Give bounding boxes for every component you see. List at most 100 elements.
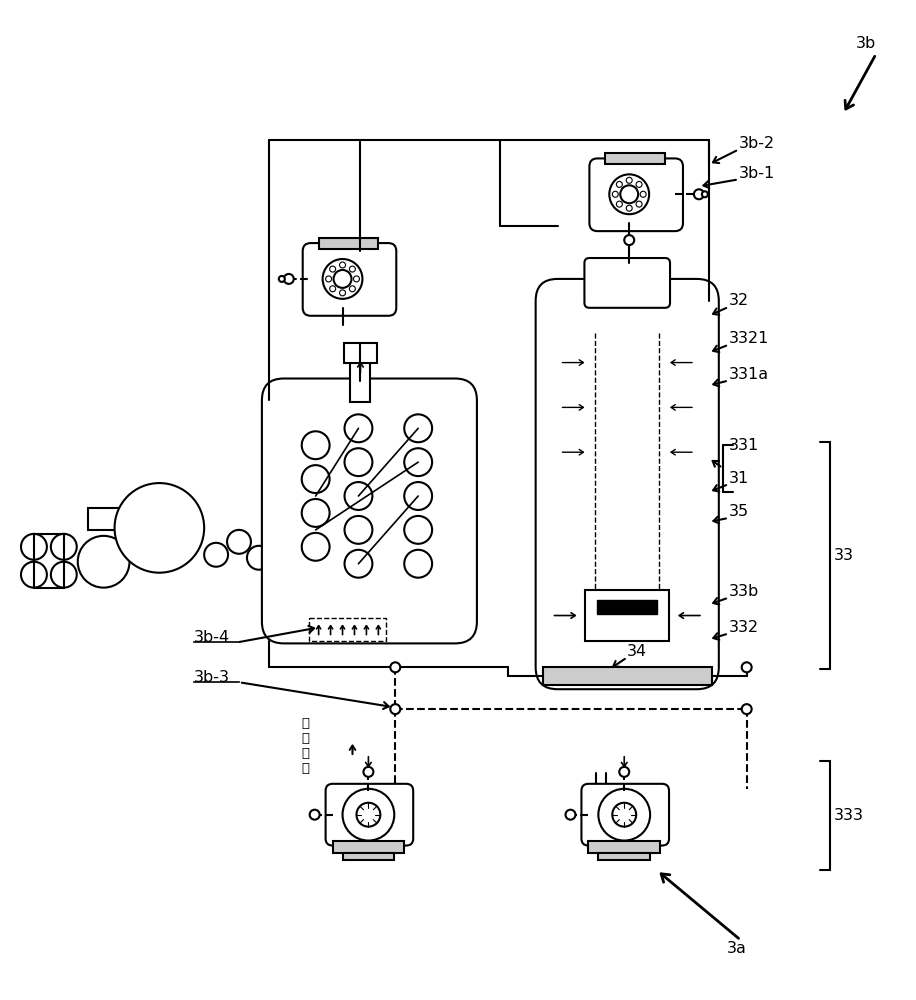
Circle shape bbox=[284, 274, 294, 284]
Circle shape bbox=[404, 516, 432, 544]
Circle shape bbox=[114, 483, 204, 573]
Circle shape bbox=[694, 189, 703, 199]
Circle shape bbox=[123, 491, 196, 565]
Circle shape bbox=[616, 201, 622, 207]
Circle shape bbox=[269, 536, 293, 560]
Circle shape bbox=[364, 767, 374, 777]
Circle shape bbox=[301, 499, 330, 527]
Circle shape bbox=[636, 181, 642, 187]
Circle shape bbox=[390, 704, 400, 714]
Text: 333: 333 bbox=[834, 808, 865, 823]
Bar bbox=[592, 787, 611, 825]
Bar bbox=[333, 841, 404, 853]
Circle shape bbox=[78, 536, 129, 588]
Circle shape bbox=[344, 550, 373, 578]
Circle shape bbox=[322, 259, 363, 299]
Circle shape bbox=[390, 662, 400, 672]
Text: 33: 33 bbox=[834, 548, 855, 563]
Circle shape bbox=[742, 704, 752, 714]
Circle shape bbox=[404, 550, 432, 578]
Circle shape bbox=[404, 482, 432, 510]
Circle shape bbox=[620, 185, 638, 203]
Circle shape bbox=[333, 270, 352, 288]
Circle shape bbox=[349, 286, 355, 292]
Circle shape bbox=[278, 276, 285, 282]
Circle shape bbox=[619, 767, 629, 777]
Text: 3321: 3321 bbox=[729, 331, 769, 346]
Circle shape bbox=[404, 448, 432, 476]
Text: 331a: 331a bbox=[729, 367, 769, 382]
Bar bbox=[588, 841, 660, 853]
Circle shape bbox=[616, 181, 622, 187]
Circle shape bbox=[640, 191, 646, 197]
Circle shape bbox=[344, 516, 373, 544]
Bar bbox=[605, 153, 665, 164]
FancyBboxPatch shape bbox=[582, 784, 669, 846]
Circle shape bbox=[138, 507, 180, 549]
Circle shape bbox=[565, 810, 575, 820]
Circle shape bbox=[310, 810, 320, 820]
Bar bbox=[88, 508, 122, 530]
Circle shape bbox=[147, 515, 172, 541]
Circle shape bbox=[344, 448, 373, 476]
Text: 34: 34 bbox=[627, 644, 648, 659]
Circle shape bbox=[598, 789, 650, 841]
FancyBboxPatch shape bbox=[262, 379, 477, 643]
Circle shape bbox=[624, 235, 634, 245]
Circle shape bbox=[627, 205, 632, 211]
Circle shape bbox=[349, 266, 355, 272]
Circle shape bbox=[702, 191, 708, 197]
Circle shape bbox=[301, 533, 330, 561]
Circle shape bbox=[330, 266, 335, 272]
Bar bbox=[309, 618, 387, 641]
Bar bbox=[343, 853, 394, 860]
Bar bbox=[344, 343, 377, 363]
Circle shape bbox=[742, 662, 752, 672]
Circle shape bbox=[51, 562, 77, 588]
Circle shape bbox=[130, 499, 188, 557]
Text: 干
燥
热
气: 干 燥 热 气 bbox=[301, 717, 310, 775]
Circle shape bbox=[330, 286, 335, 292]
Bar bbox=[598, 853, 650, 860]
Circle shape bbox=[301, 431, 330, 459]
Circle shape bbox=[247, 546, 271, 570]
Text: 31: 31 bbox=[729, 471, 749, 486]
FancyBboxPatch shape bbox=[584, 258, 670, 308]
Bar bbox=[319, 238, 378, 249]
Circle shape bbox=[227, 530, 251, 554]
Text: 33b: 33b bbox=[729, 584, 759, 599]
Circle shape bbox=[301, 465, 330, 493]
Circle shape bbox=[609, 174, 649, 214]
Circle shape bbox=[404, 414, 432, 442]
Circle shape bbox=[344, 414, 373, 442]
Circle shape bbox=[340, 290, 345, 296]
Circle shape bbox=[21, 562, 47, 588]
Circle shape bbox=[343, 789, 394, 841]
Circle shape bbox=[344, 482, 373, 510]
Circle shape bbox=[612, 191, 618, 197]
Text: 3a: 3a bbox=[726, 941, 747, 956]
Text: 3b-3: 3b-3 bbox=[194, 670, 230, 685]
Bar bbox=[585, 590, 669, 641]
Circle shape bbox=[325, 276, 332, 282]
FancyBboxPatch shape bbox=[325, 784, 413, 846]
Circle shape bbox=[354, 276, 359, 282]
Text: 3b-1: 3b-1 bbox=[738, 166, 775, 181]
Bar bbox=[597, 600, 657, 614]
Bar bbox=[542, 667, 712, 685]
Text: 35: 35 bbox=[729, 504, 749, 519]
Text: 3b: 3b bbox=[856, 36, 877, 51]
Bar bbox=[351, 361, 370, 402]
Circle shape bbox=[204, 543, 228, 567]
FancyBboxPatch shape bbox=[302, 243, 397, 316]
Text: 32: 32 bbox=[729, 293, 749, 308]
Text: 3b-4: 3b-4 bbox=[194, 630, 230, 645]
Circle shape bbox=[636, 201, 642, 207]
Circle shape bbox=[21, 534, 47, 560]
FancyBboxPatch shape bbox=[589, 158, 683, 231]
Text: 331: 331 bbox=[729, 438, 759, 453]
Circle shape bbox=[340, 262, 345, 268]
FancyBboxPatch shape bbox=[536, 279, 719, 689]
Circle shape bbox=[356, 803, 380, 827]
Circle shape bbox=[627, 177, 632, 183]
